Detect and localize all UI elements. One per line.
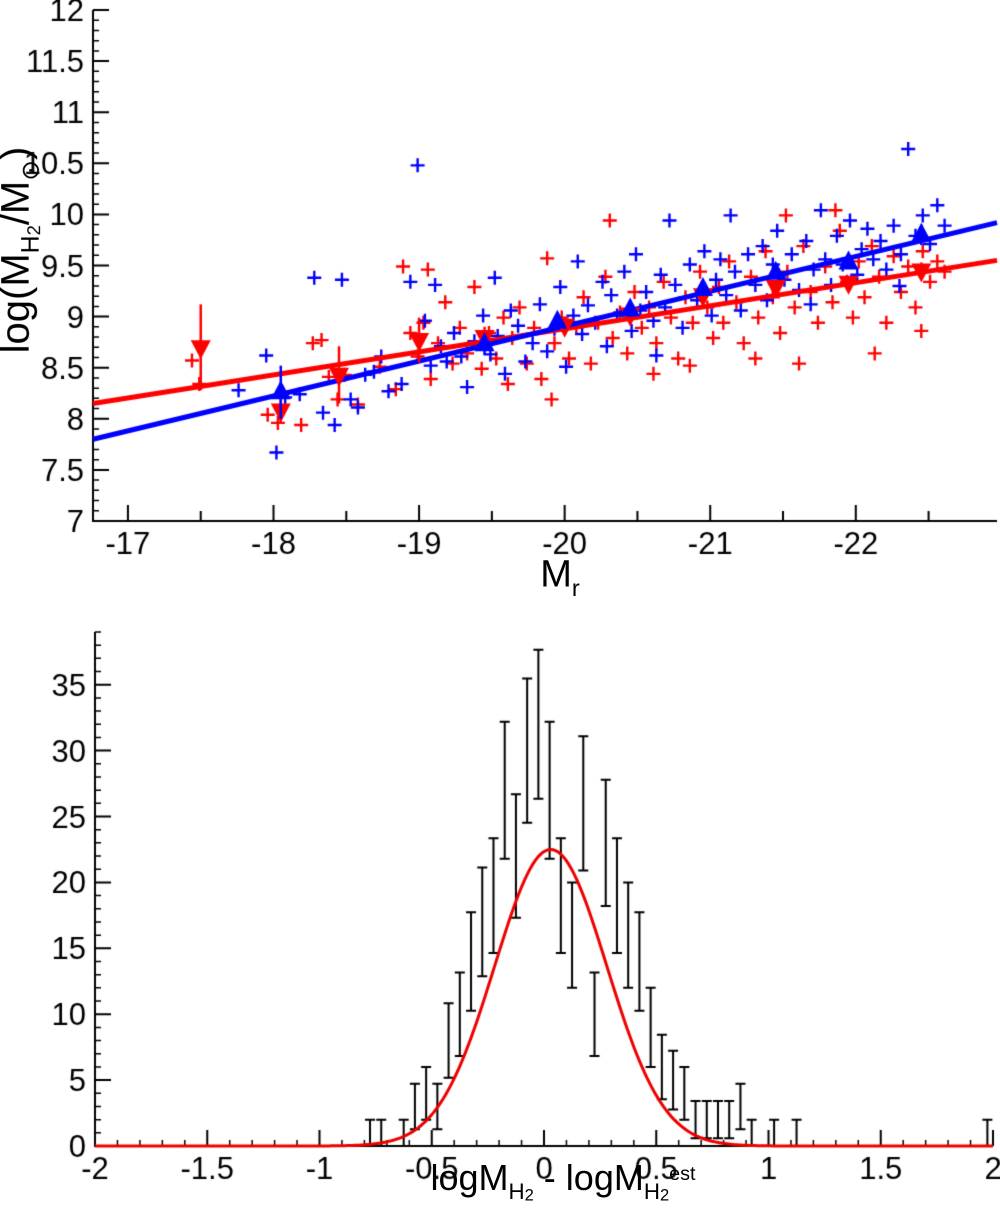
bottom-panel-x-axis-title: logMH2 - logMH2est — [430, 1157, 696, 1205]
top-panel-y-axis-title: log(MH2/M⊙) — [0, 147, 45, 354]
top-panel-x-axis-title: Mr — [540, 553, 580, 601]
